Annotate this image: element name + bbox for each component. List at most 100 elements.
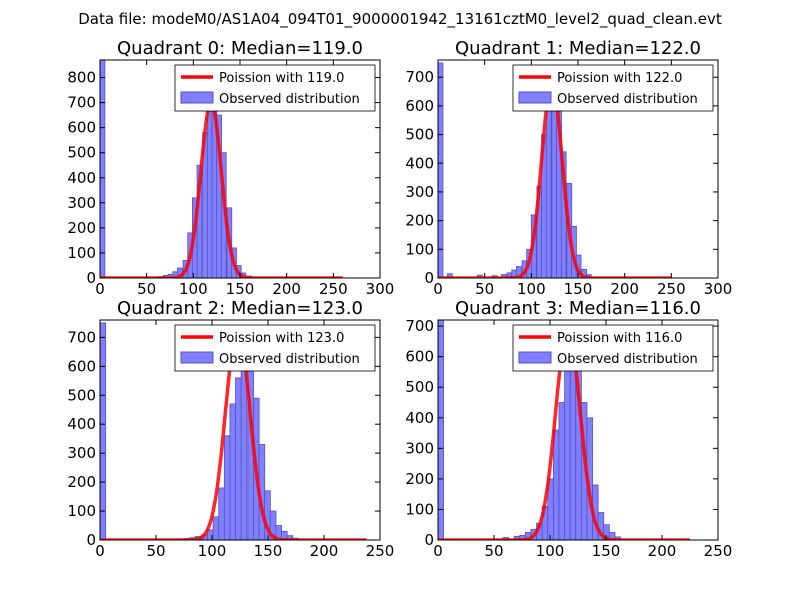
histogram-bar: [438, 320, 444, 540]
y-tick-label: 700: [67, 94, 96, 112]
y-tick-label: 200: [67, 473, 96, 491]
histogram-bar: [223, 435, 231, 540]
histogram-bar: [564, 368, 571, 540]
y-tick-label: 700: [405, 317, 434, 335]
y-tick-label: 300: [405, 439, 434, 457]
histogram-bar: [552, 429, 560, 540]
y-tick-label: 300: [67, 194, 96, 212]
y-tick-label: 500: [67, 386, 96, 404]
legend: Poission with 116.0 Observed distribution: [512, 324, 714, 372]
x-tick-label: 50: [484, 542, 503, 560]
x-tick-label: 150: [226, 280, 255, 298]
legend-bar-swatch: [180, 91, 214, 104]
axes-frame: [437, 319, 719, 541]
y-tick-label: 400: [67, 415, 96, 433]
y-tick-label: 0: [86, 269, 96, 287]
quadrant-1-plot-area: [438, 62, 673, 278]
y-tick-label: 200: [405, 212, 434, 230]
x-tick-label: 100: [536, 542, 565, 560]
y-tick-label: 700: [405, 68, 434, 86]
y-tick-label: 300: [67, 444, 96, 462]
legend: Poission with 119.0 Observed distribution: [174, 64, 376, 112]
y-tick-label: 600: [405, 348, 434, 366]
histogram-bar: [229, 403, 237, 540]
x-tick-label: 200: [610, 280, 639, 298]
x-tick-label: 0: [95, 542, 105, 560]
y-tick-label: 100: [405, 240, 434, 258]
y-tick-label: 200: [67, 219, 96, 237]
quadrant-2-title: Quadrant 2: Median=123.0: [117, 298, 363, 319]
x-tick-label: 100: [517, 280, 546, 298]
legend-bar-swatch: [180, 351, 214, 364]
y-tick-label: 500: [67, 144, 96, 162]
x-tick-label: 300: [366, 280, 395, 298]
x-tick-label: 200: [310, 542, 339, 560]
y-tick-label: 100: [405, 500, 434, 518]
x-tick-label: 250: [319, 280, 348, 298]
y-tick-label: 200: [405, 470, 434, 488]
y-tick-label: 0: [424, 269, 434, 287]
x-tick-label: 100: [179, 280, 208, 298]
legend-entry-observed: Observed distribution: [557, 92, 698, 107]
y-tick-label: 400: [405, 154, 434, 172]
x-tick-label: 0: [95, 280, 105, 298]
legend-entry-observed: Observed distribution: [219, 352, 360, 367]
y-tick-label: 800: [67, 69, 96, 87]
x-tick-label: 200: [272, 280, 301, 298]
legend-entry-observed: Observed distribution: [219, 92, 360, 107]
quadrant-3-title: Quadrant 3: Median=116.0: [455, 298, 701, 319]
x-tick-label: 250: [657, 280, 686, 298]
histogram-bar: [558, 402, 565, 540]
figure-title: Data file: modeM0/AS1A04_094T01_90000019…: [78, 10, 722, 29]
quadrant-3-panel: 0 50 100 150 200 250 0 100 200 300 400 500 600 700 Qua…: [405, 298, 732, 560]
histogram-bar: [206, 102, 213, 278]
poisson-fit-line: [100, 100, 344, 278]
axes-frame: [99, 319, 381, 541]
x-tick-label: 0: [433, 280, 443, 298]
x-tick-label: 250: [704, 542, 733, 560]
histogram-bar: [438, 62, 444, 278]
x-tick-label: 300: [704, 280, 733, 298]
quadrant-2-panel: 0 50 100 150 200 250 0 100 200 300 400 500 600 700 Qua…: [67, 298, 394, 560]
quadrant-0-panel: 0 50 100 150 200 250 300 0 100 200 300 400 500 600 700…: [67, 38, 394, 298]
x-tick-label: 150: [254, 542, 283, 560]
histogram-bar: [286, 535, 294, 540]
y-tick-label: 0: [86, 531, 96, 549]
legend: Poission with 123.0 Observed distribution: [174, 324, 376, 372]
histogram-bar: [100, 322, 107, 540]
legend-bar-swatch: [518, 91, 552, 104]
legend-entry-fit: Poission with 122.0: [557, 71, 682, 86]
x-tick-label: 50: [146, 542, 165, 560]
y-tick-label: 400: [405, 409, 434, 427]
y-tick-label: 600: [67, 119, 96, 137]
histogram-bar: [100, 60, 106, 278]
x-tick-label: 100: [198, 542, 227, 560]
histogram-bar: [218, 487, 225, 540]
y-tick-label: 600: [67, 357, 96, 375]
y-tick-label: 500: [405, 378, 434, 396]
x-tick-label: 250: [366, 542, 395, 560]
x-tick-label: 150: [564, 280, 593, 298]
legend-entry-observed: Observed distribution: [557, 352, 698, 367]
legend-entry-fit: Poission with 123.0: [219, 331, 344, 346]
histogram-bar: [545, 94, 552, 278]
x-tick-label: 150: [592, 542, 621, 560]
histogram-bar: [235, 377, 242, 540]
x-tick-label: 200: [648, 542, 677, 560]
quadrant-0-title: Quadrant 0: Median=119.0: [117, 38, 363, 59]
legend: Poission with 122.0 Observed distribution: [512, 64, 714, 112]
legend-entry-fit: Poission with 119.0: [219, 71, 344, 86]
x-tick-label: 0: [433, 542, 443, 560]
y-tick-label: 700: [67, 328, 96, 346]
y-tick-label: 600: [405, 97, 434, 115]
y-tick-label: 400: [67, 169, 96, 187]
legend-entry-fit: Poission with 116.0: [557, 331, 682, 346]
y-tick-label: 500: [405, 126, 434, 144]
x-tick-label: 50: [137, 280, 156, 298]
histogram-bar: [212, 516, 220, 540]
y-tick-label: 100: [67, 502, 96, 520]
x-tick-label: 50: [475, 280, 494, 298]
y-tick-label: 0: [424, 531, 434, 549]
legend-bar-swatch: [518, 351, 552, 364]
